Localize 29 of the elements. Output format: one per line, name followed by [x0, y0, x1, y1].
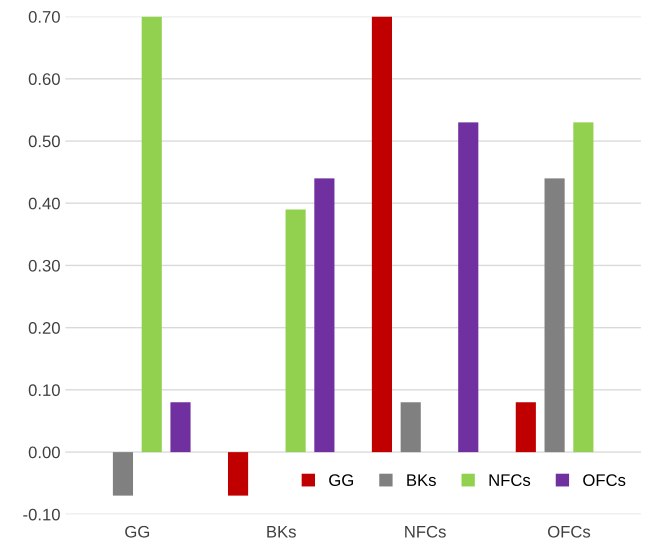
y-tick-label: 0.30 — [28, 260, 60, 272]
bar — [142, 16, 162, 452]
y-tick-label: 0.50 — [28, 135, 60, 148]
y-tick-label: 0.20 — [28, 322, 60, 334]
y-tick-label: 0.60 — [28, 73, 60, 86]
x-tick-label: GG — [125, 526, 150, 538]
y-tick-label: 0.00 — [28, 446, 60, 458]
bar — [573, 122, 594, 452]
x-tick-label: OFCs — [548, 526, 590, 538]
bar — [372, 16, 392, 452]
bar — [458, 122, 478, 452]
y-tick-label: 0.10 — [28, 384, 60, 396]
bar — [286, 209, 306, 452]
x-tick-label: BKs — [267, 526, 296, 538]
legend-label: OFCs — [583, 474, 626, 486]
y-tick-label: 0.40 — [28, 198, 60, 210]
legend-label: NFCs — [490, 474, 530, 486]
bar — [228, 452, 248, 496]
bar — [516, 402, 536, 452]
bar — [170, 402, 191, 452]
bar — [314, 178, 334, 452]
y-tick-label: 0.70 — [28, 10, 60, 23]
y-tick-label: -0.10 — [23, 508, 60, 520]
legend-label: GG — [329, 474, 354, 486]
bar — [112, 452, 134, 496]
bar — [400, 402, 421, 452]
bar — [544, 178, 565, 452]
x-tick-label: NFCs — [405, 526, 446, 538]
legend-label: BKs — [407, 474, 436, 486]
